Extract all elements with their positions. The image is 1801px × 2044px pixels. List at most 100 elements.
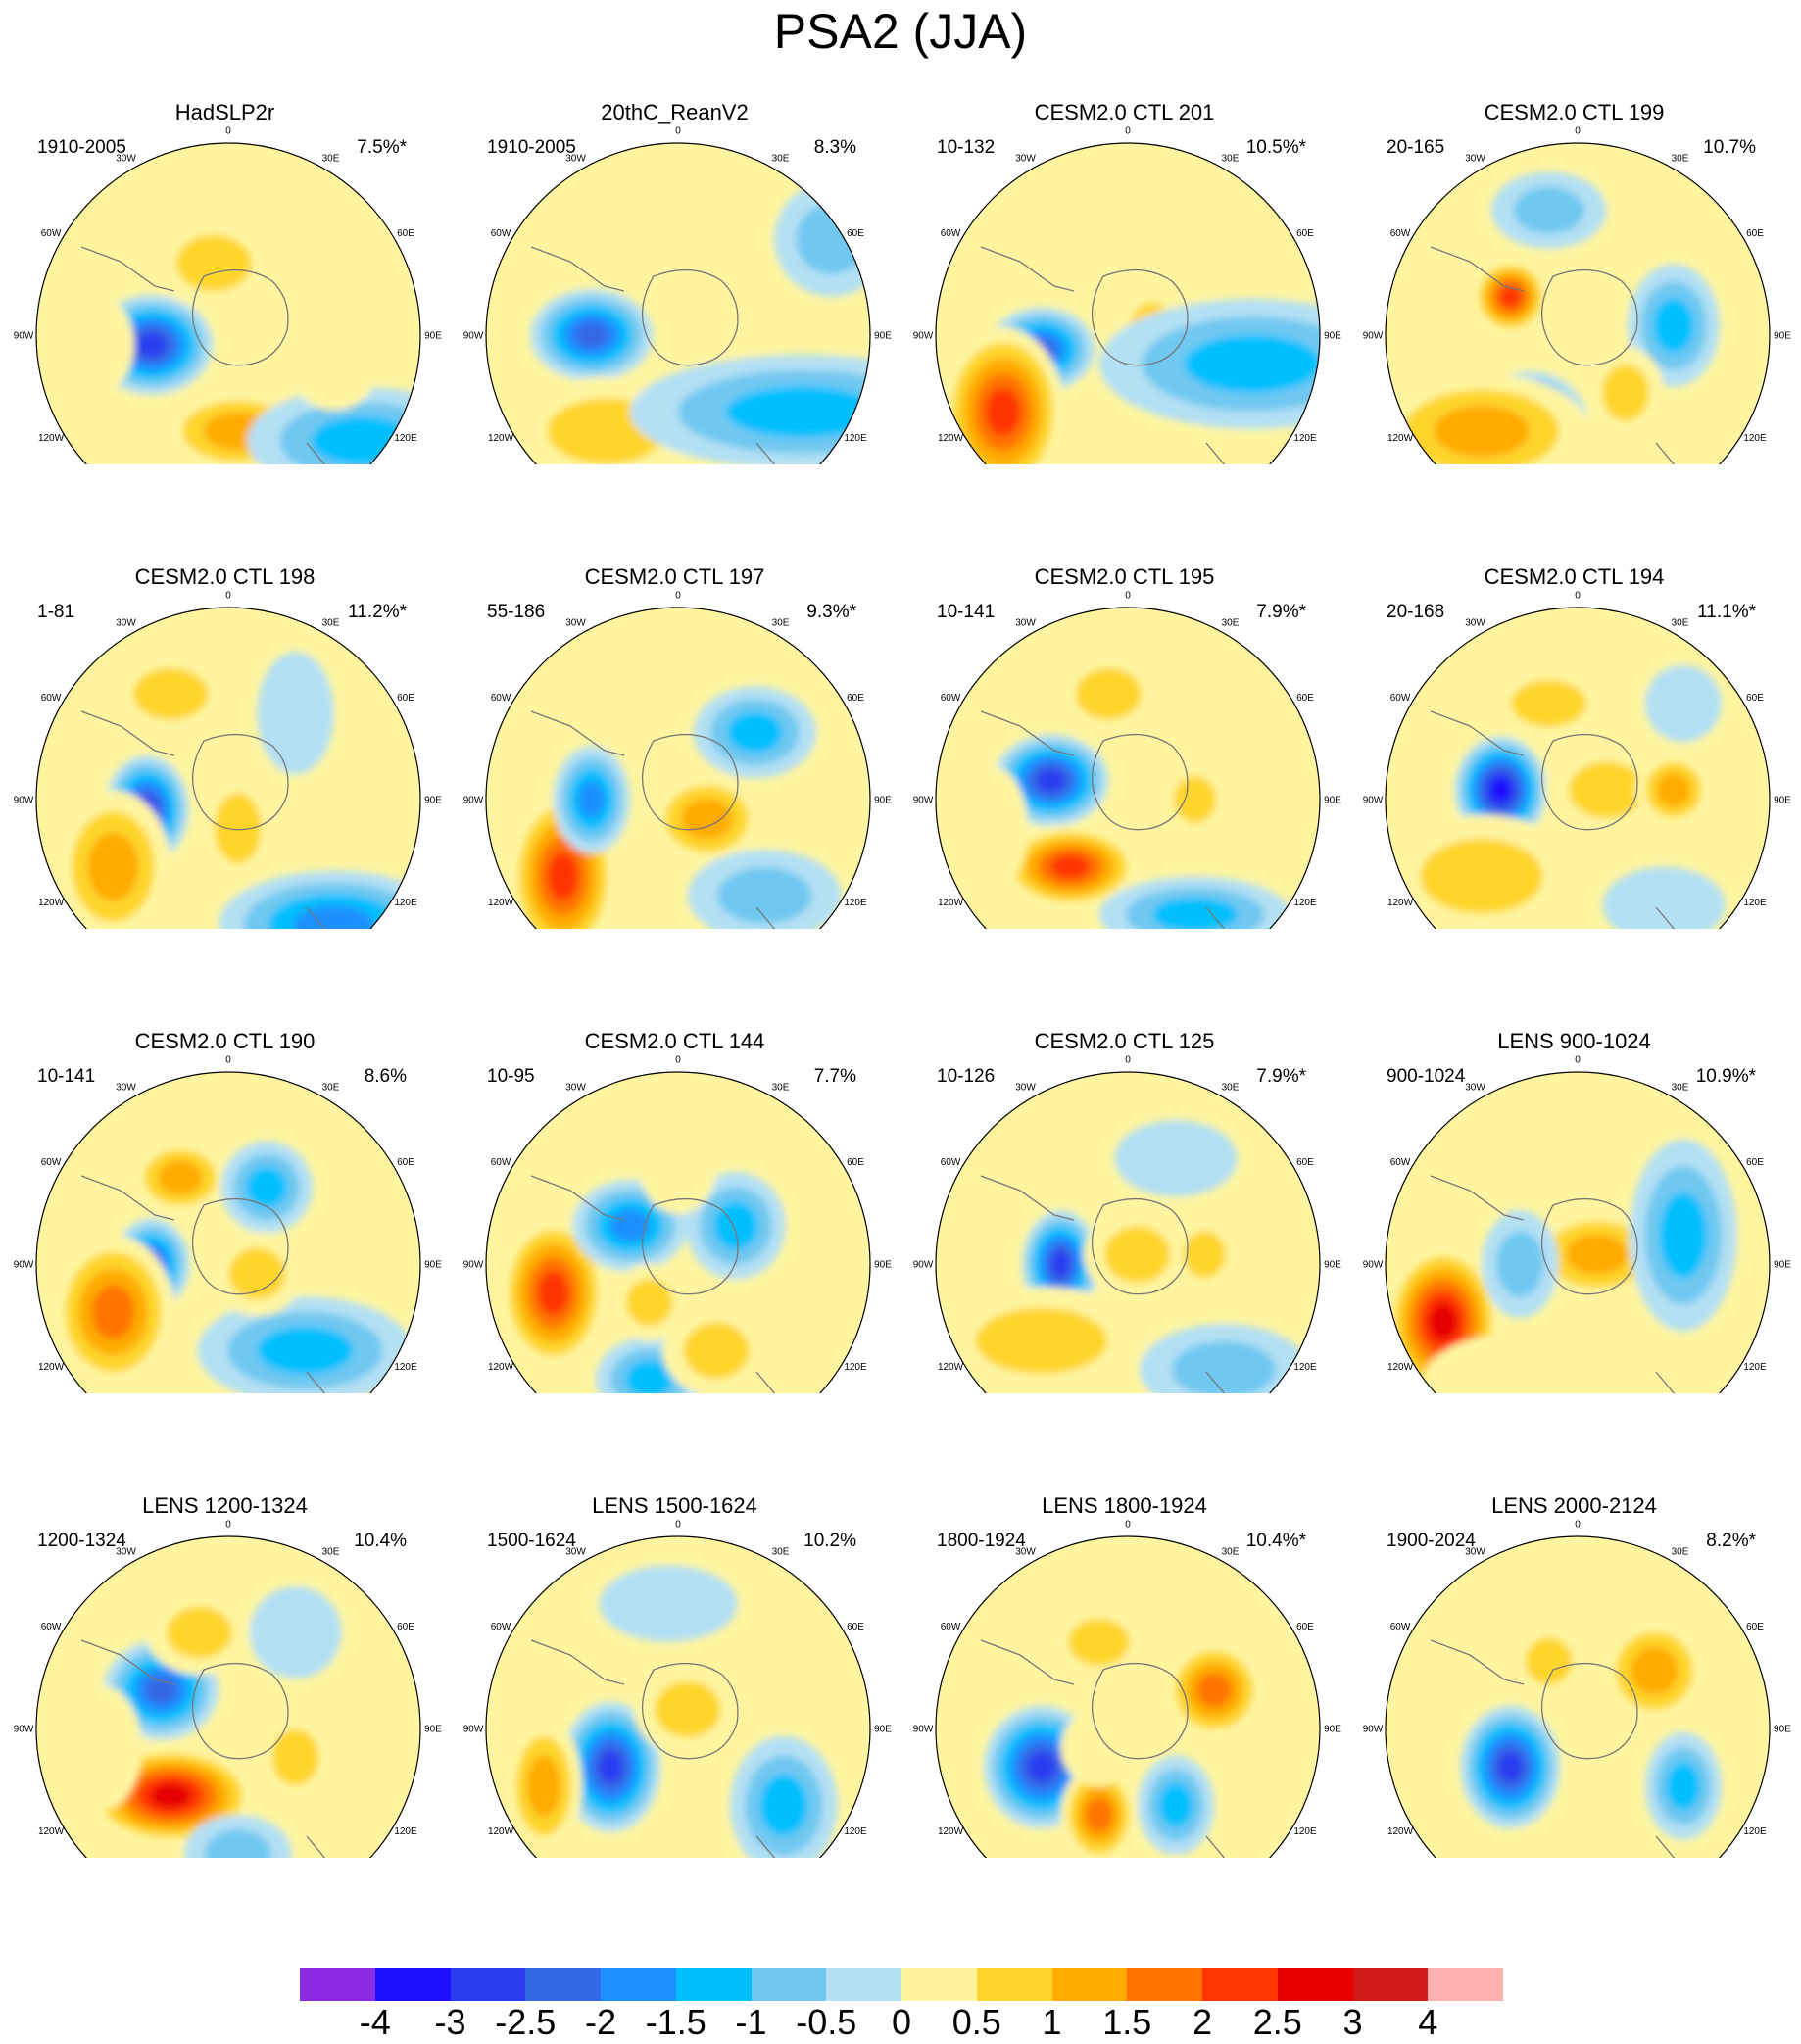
australia-coastline (306, 1371, 411, 1393)
longitude-label: 30E (322, 1083, 340, 1094)
panel-title: LENS 1200-1324 (142, 1493, 308, 1518)
map-border (485, 142, 871, 464)
panel-years: 1200-1324 (37, 1531, 126, 1551)
longitude-label: 120W (938, 898, 964, 908)
colorbar-cell (976, 1968, 1052, 2001)
longitude-label: 60W (1390, 228, 1411, 239)
colorbar-cell (1428, 1968, 1503, 2001)
longitude-label: 0 (225, 1520, 231, 1531)
anomaly-contour (1420, 838, 1543, 914)
colorbar-tick-label: -3 (434, 2002, 466, 2042)
map-border (1385, 607, 1771, 929)
south-america-coastline (1430, 710, 1525, 756)
anomaly-contour (759, 1775, 808, 1836)
panel-years: 20-168 (1387, 602, 1445, 622)
map-border (35, 142, 421, 464)
panel-years: 10-95 (487, 1066, 535, 1087)
colorbar-tick-label: -2 (584, 2002, 617, 2042)
anomaly-contour (728, 1625, 820, 1718)
map-panel: CESM2.0 CTL 125 10-126 7.9%* 0 30E 60E 90E 120E… (900, 929, 1349, 1393)
longitude-label: 60W (41, 228, 62, 239)
longitude-label: 30W (116, 618, 136, 629)
anomaly-contour (1043, 183, 1136, 276)
colorbar-tick-label: -4 (359, 2002, 391, 2042)
anomaly-contour (144, 1676, 178, 1705)
longitude-label: 90W (14, 796, 34, 806)
longitude-label: 0 (675, 591, 681, 602)
longitude-label: 120E (394, 1826, 417, 1837)
longitude-label: 120E (1743, 1362, 1767, 1373)
longitude-label: 90W (463, 1725, 484, 1735)
map-border (935, 1071, 1321, 1393)
longitude-label: 90E (424, 331, 442, 342)
polar-map: 030E60E90E120E150E180150W120W90W60W30W (913, 591, 1341, 929)
panel-years: 55-186 (487, 602, 546, 622)
anomaly-contour (228, 1247, 286, 1300)
longitude-label: 120E (1293, 1826, 1317, 1837)
longitude-label: 90E (1324, 796, 1341, 806)
longitude-label: 120E (844, 1362, 867, 1373)
longitude-label: 60W (1390, 1157, 1411, 1168)
anomaly-contour (1027, 1752, 1056, 1782)
longitude-label: 30W (116, 1547, 136, 1558)
longitude-label: 60E (1746, 693, 1764, 704)
longitude-label: 120W (488, 898, 514, 908)
south-america-coastline (80, 246, 175, 292)
longitude-label: 120E (394, 1362, 417, 1373)
panel-percent: 9.3%* (806, 602, 856, 622)
panel-title: CESM2.0 CTL 144 (584, 1029, 765, 1053)
anomaly-contour (1498, 1752, 1523, 1782)
colorbar-cell (450, 1968, 526, 2001)
anomaly-contour (1631, 1646, 1679, 1695)
longitude-label: 90W (913, 1725, 934, 1735)
anomaly-contour (287, 317, 380, 411)
polar-map: 030E60E90E120E150E180150W120W90W60W30W (1363, 1520, 1791, 1858)
longitude-label: 60W (41, 1157, 62, 1168)
colorbar-cell (1202, 1968, 1278, 2001)
longitude-label: 30E (772, 618, 790, 629)
panel-title: LENS 1800-1924 (1042, 1493, 1207, 1518)
longitude-label: 90W (913, 1260, 934, 1271)
longitude-label: 120W (1387, 433, 1414, 444)
australia-coastline (1205, 1835, 1310, 1858)
longitude-label: 60E (397, 1622, 414, 1632)
panel-percent: 7.9%* (1256, 602, 1306, 622)
polar-map: 030E60E90E120E150E180150W120W90W60W30W (1363, 591, 1791, 929)
australia-coastline (1655, 906, 1760, 929)
colorbar-ticks: -4 -3 -2.5 -2 -1.5 -1 -0.5 0 0.5 1 1.5 2 2.5 3 4 (0, 2005, 1801, 2040)
panel-percent: 11.1%* (1697, 602, 1756, 622)
panel-percent: 8.6% (364, 1066, 407, 1087)
figure-title: PSA2 (JJA) (773, 4, 1028, 59)
anomaly-contour (599, 1751, 623, 1783)
longitude-label: 120E (1293, 433, 1317, 444)
map-border (935, 142, 1321, 464)
map-border (35, 1535, 421, 1858)
polar-map: 030E60E90E120E150E180150W120W90W60W30W (14, 591, 442, 929)
south-america-coastline (1430, 246, 1525, 292)
longitude-label: 90W (463, 796, 484, 806)
anomaly-contour (1196, 1673, 1232, 1708)
longitude-label: 0 (1575, 1520, 1581, 1531)
colorbar-tick-label: 0.5 (951, 2002, 1001, 2042)
longitude-label: 60E (397, 228, 414, 239)
anomaly-contour (249, 1586, 342, 1679)
antarctica-coastline (191, 1662, 289, 1760)
longitude-label: 120E (844, 898, 867, 908)
anomaly-contour (1566, 1234, 1628, 1276)
longitude-label: 90E (874, 331, 892, 342)
panel-title: LENS 1500-1624 (592, 1493, 757, 1518)
antarctica-coastline (191, 1197, 289, 1295)
colorbar-cell (901, 1968, 977, 2001)
longitude-label: 0 (225, 591, 231, 602)
longitude-label: 60W (941, 228, 961, 239)
longitude-label: 30E (322, 154, 340, 165)
anomaly-contour (985, 387, 1021, 436)
map-panel: LENS 1800-1924 1800-1924 10.4%* 0 30E 60E 90E 1… (900, 1393, 1349, 1858)
polar-map: 030E60E90E120E150E180150W120W90W60W30W (913, 1520, 1341, 1858)
colorbar-tick-label: 1.5 (1102, 2002, 1152, 2042)
anomaly-contour (1424, 1333, 1617, 1393)
anomaly-contour (1068, 1618, 1130, 1666)
panel-percent: 8.2%* (1706, 1531, 1756, 1551)
map-panel: 20thC_ReanV2 1910-2005 8.3% 0 30E 60E 90E 120E 1… (450, 0, 900, 464)
colorbar-cell (1051, 1968, 1128, 2001)
